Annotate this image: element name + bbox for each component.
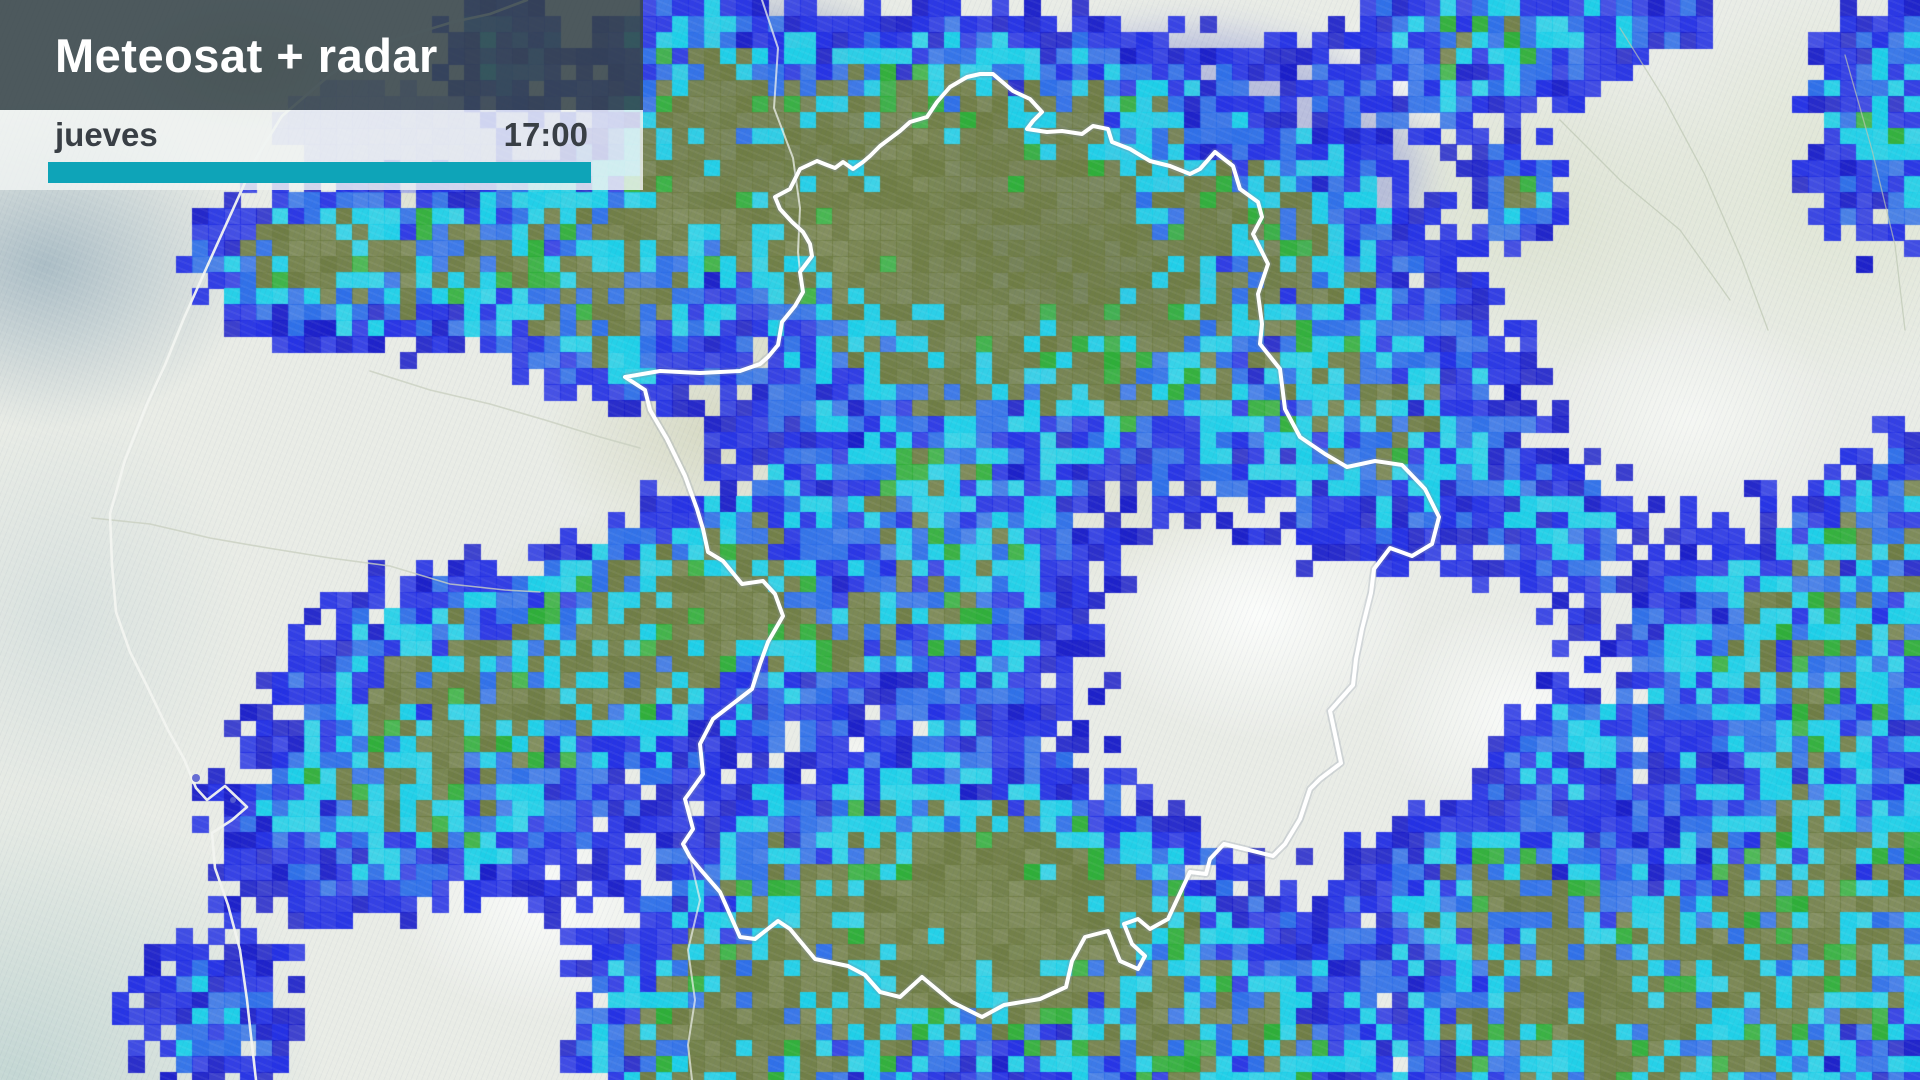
region-border — [623, 72, 1441, 1019]
river-line — [369, 370, 641, 449]
header-panel: Meteosat + radar jueves 17:00 — [0, 0, 643, 190]
estuary-marker — [230, 797, 236, 803]
country-border — [761, 0, 801, 273]
info-bar: jueves 17:00 — [0, 110, 643, 190]
mountain-ridge-line — [1559, 119, 1731, 301]
timeline-progress — [48, 162, 591, 183]
timeline-progress-fill — [48, 162, 591, 183]
mountain-ridge-line — [1619, 27, 1769, 331]
page-title: Meteosat + radar — [55, 28, 438, 82]
region-border-halo — [621, 70, 1443, 1021]
estuary-marker — [192, 774, 200, 782]
river-line — [91, 517, 541, 593]
mountain-ridge-line — [1844, 54, 1906, 331]
title-bar: Meteosat + radar — [0, 0, 643, 110]
time-label: 17:00 — [503, 116, 588, 153]
country-border — [687, 856, 701, 1080]
day-label: jueves — [55, 116, 158, 153]
